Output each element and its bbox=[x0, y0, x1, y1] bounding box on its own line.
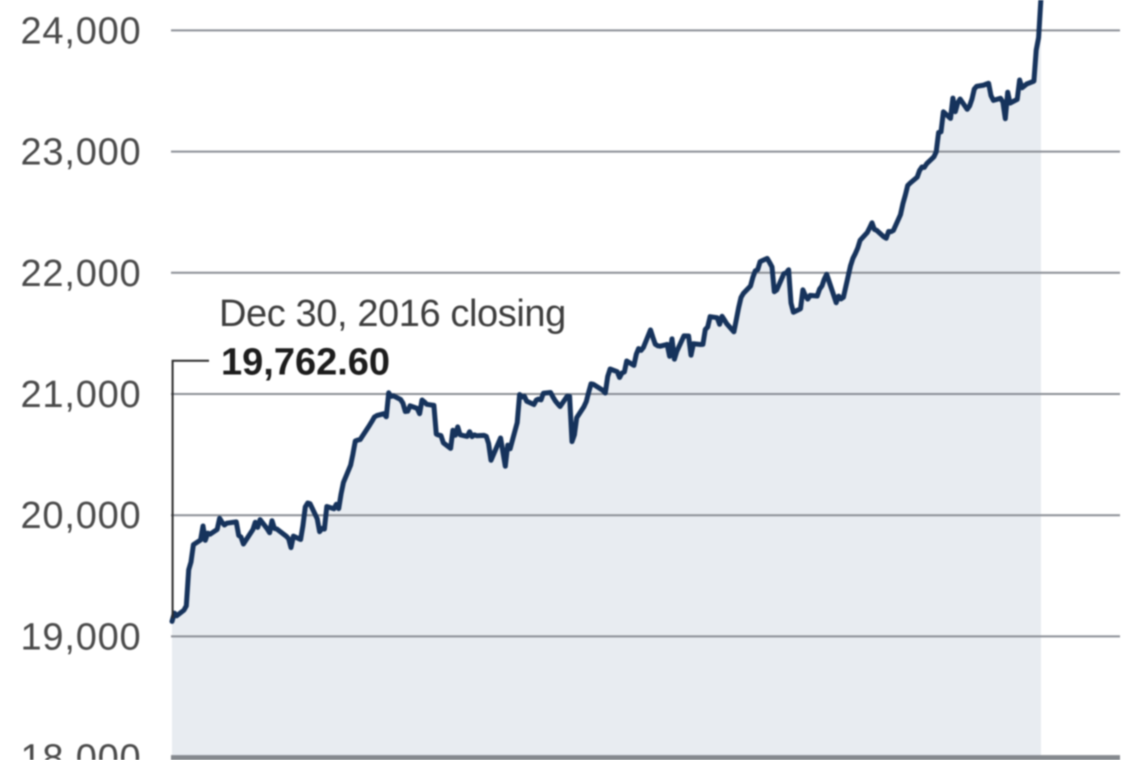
svg-text:22,000: 22,000 bbox=[20, 253, 141, 295]
svg-text:23,000: 23,000 bbox=[20, 132, 141, 174]
svg-text:18,000: 18,000 bbox=[20, 738, 141, 760]
svg-text:19,000: 19,000 bbox=[20, 616, 141, 658]
svg-text:Dec 30, 2016 closing: Dec 30, 2016 closing bbox=[219, 293, 566, 335]
svg-text:21,000: 21,000 bbox=[20, 374, 141, 416]
svg-text:20,000: 20,000 bbox=[20, 495, 141, 537]
svg-text:24,000: 24,000 bbox=[20, 10, 141, 52]
svg-text:19,762.60: 19,762.60 bbox=[221, 342, 390, 384]
